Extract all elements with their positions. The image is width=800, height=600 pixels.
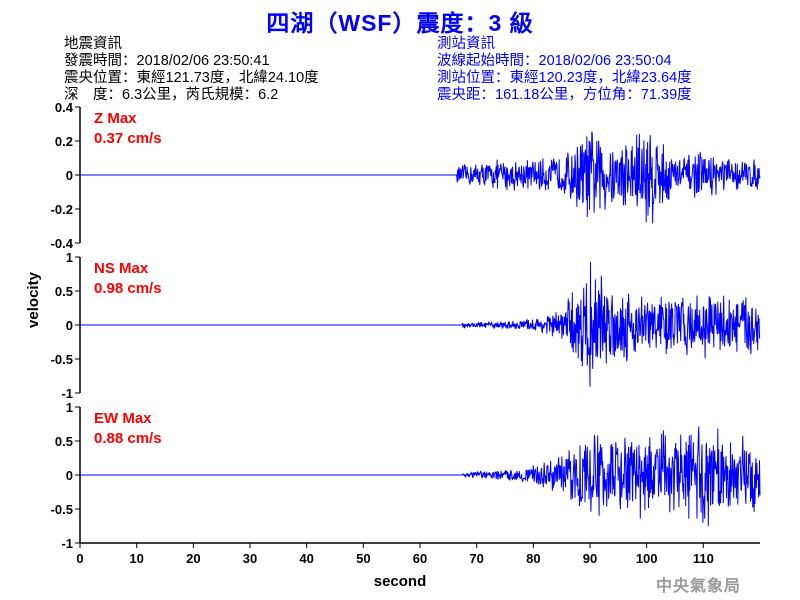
waveform-Z [80,131,761,224]
earthquake-info-heading: 地震資訊 [64,36,122,52]
y-tick-label: 0.5 [55,434,73,449]
earthquake-info-line: 深 度：6.3公里，芮氏規模：6.2 [64,87,279,103]
x-tick-label: 110 [693,551,714,566]
earthquake-info-line: 震央位置：東經121.73度，北緯24.10度 [64,70,319,86]
max-value-NS: 0.98 cm/s [94,280,162,297]
y-tick-label: -1 [61,386,73,401]
y-tick-label: -0.5 [51,502,73,517]
earthquake-info: 地震資訊 發震時間：2018/02/06 23:50:41 震央位置：東經121.7… [64,36,319,104]
y-tick-label: -1 [61,536,73,551]
earthquake-info-line: 發震時間：2018/02/06 23:50:41 [64,53,270,69]
x-tick-label: 30 [243,551,257,566]
chart-title: 四湖（WSF）震度：3 級 [266,10,534,36]
station-info-line: 波線起始時間：2018/02/06 23:50:04 [437,53,672,69]
x-tick-label: 70 [469,551,483,566]
y-tick-label: 0.4 [55,100,74,115]
x-tick-label: 20 [186,551,200,566]
y-tick-label: 0.5 [55,284,73,299]
max-value-Z: 0.37 cm/s [94,130,162,147]
max-label-EW: EW Max [94,410,152,427]
station-info-line: 震央距：161.18公里，方位角：71.39度 [437,87,692,103]
max-label-NS: NS Max [94,260,149,277]
y-tick-label: -0.4 [51,236,74,251]
x-tick-label: 80 [526,551,540,566]
y-tick-label: 0 [66,318,73,333]
x-tick-label: 40 [299,551,313,566]
y-tick-label: 0 [66,468,73,483]
station-info-heading: 測站資訊 [437,36,495,52]
y-tick-label: 0.2 [55,134,73,149]
y-tick-label: -0.5 [51,352,73,367]
x-tick-label: 100 [636,551,658,566]
watermark: 中央氣象局 [656,578,742,595]
y-tick-label: 0 [66,168,73,183]
x-tick-label: 10 [129,551,143,566]
x-tick-label: 60 [413,551,427,566]
y-tick-label: 1 [66,400,73,415]
x-tick-label: 90 [583,551,597,566]
x-tick-label: 50 [356,551,370,566]
station-info: 測站資訊 波線起始時間：2018/02/06 23:50:04 測站位置：東經120… [437,36,692,104]
waveform-NS [80,261,761,387]
max-value-EW: 0.88 cm/s [94,430,162,447]
max-label-Z: Z Max [94,110,137,127]
waveform-EW [80,426,761,527]
y-tick-label: -0.2 [51,202,73,217]
y-tick-label: 1 [66,250,73,265]
y-axis-label: velocity [25,271,42,328]
x-axis-label: second [374,573,427,590]
station-info-line: 測站位置：東經120.23度，北緯23.64度 [437,70,692,86]
x-tick-label: 0 [76,551,83,566]
